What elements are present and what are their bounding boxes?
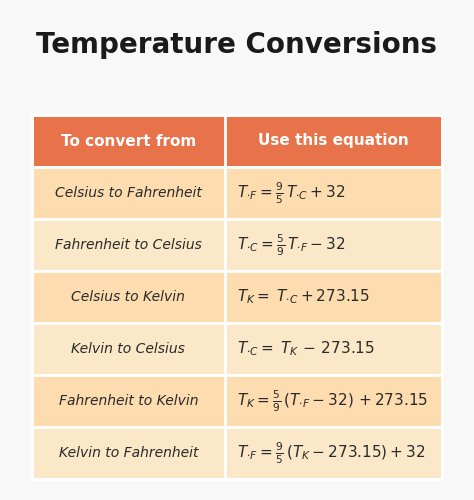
Text: $T_{\cdot F} = \frac{9}{5}\, T_{\cdot C} + 32$: $T_{\cdot F} = \frac{9}{5}\, T_{\cdot C}…: [237, 180, 345, 206]
Bar: [32, 219, 442, 271]
Bar: [32, 375, 442, 427]
Text: $T_{\cdot C} =\;  T_{K} \,-\, 273.15$: $T_{\cdot C} =\; T_{K} \,-\, 273.15$: [237, 340, 374, 358]
Bar: [32, 323, 442, 375]
Bar: [32, 167, 442, 219]
Text: Temperature Conversions: Temperature Conversions: [36, 31, 438, 59]
Text: Kelvin to Fahrenheit: Kelvin to Fahrenheit: [59, 446, 198, 460]
Text: $T_{K} = \frac{5}{9}\,( T_{\cdot F} - 32)\,+273.15$: $T_{K} = \frac{5}{9}\,( T_{\cdot F} - 32…: [237, 388, 428, 414]
Bar: [32, 115, 442, 167]
Text: Celsius to Fahrenheit: Celsius to Fahrenheit: [55, 186, 202, 200]
Text: Celsius to Kelvin: Celsius to Kelvin: [72, 290, 185, 304]
Text: Fahrenheit to Kelvin: Fahrenheit to Kelvin: [59, 394, 198, 408]
Bar: [32, 271, 442, 323]
Text: $T_{K} =\;  T_{\cdot C} + 273.15$: $T_{K} =\; T_{\cdot C} + 273.15$: [237, 288, 370, 306]
Bar: [32, 427, 442, 479]
Text: $T_{\cdot F} = \frac{9}{5}\,( T_{K} - 273.15) + 32$: $T_{\cdot F} = \frac{9}{5}\,( T_{K} - 27…: [237, 440, 425, 466]
Text: To convert from: To convert from: [61, 134, 196, 148]
Text: Kelvin to Celsius: Kelvin to Celsius: [72, 342, 185, 356]
Text: Use this equation: Use this equation: [258, 134, 409, 148]
Bar: [32, 115, 442, 479]
Text: $T_{\cdot C} = \frac{5}{9}\, T_{\cdot F} - 32$: $T_{\cdot C} = \frac{5}{9}\, T_{\cdot F}…: [237, 232, 345, 258]
Text: Fahrenheit to Celsius: Fahrenheit to Celsius: [55, 238, 202, 252]
